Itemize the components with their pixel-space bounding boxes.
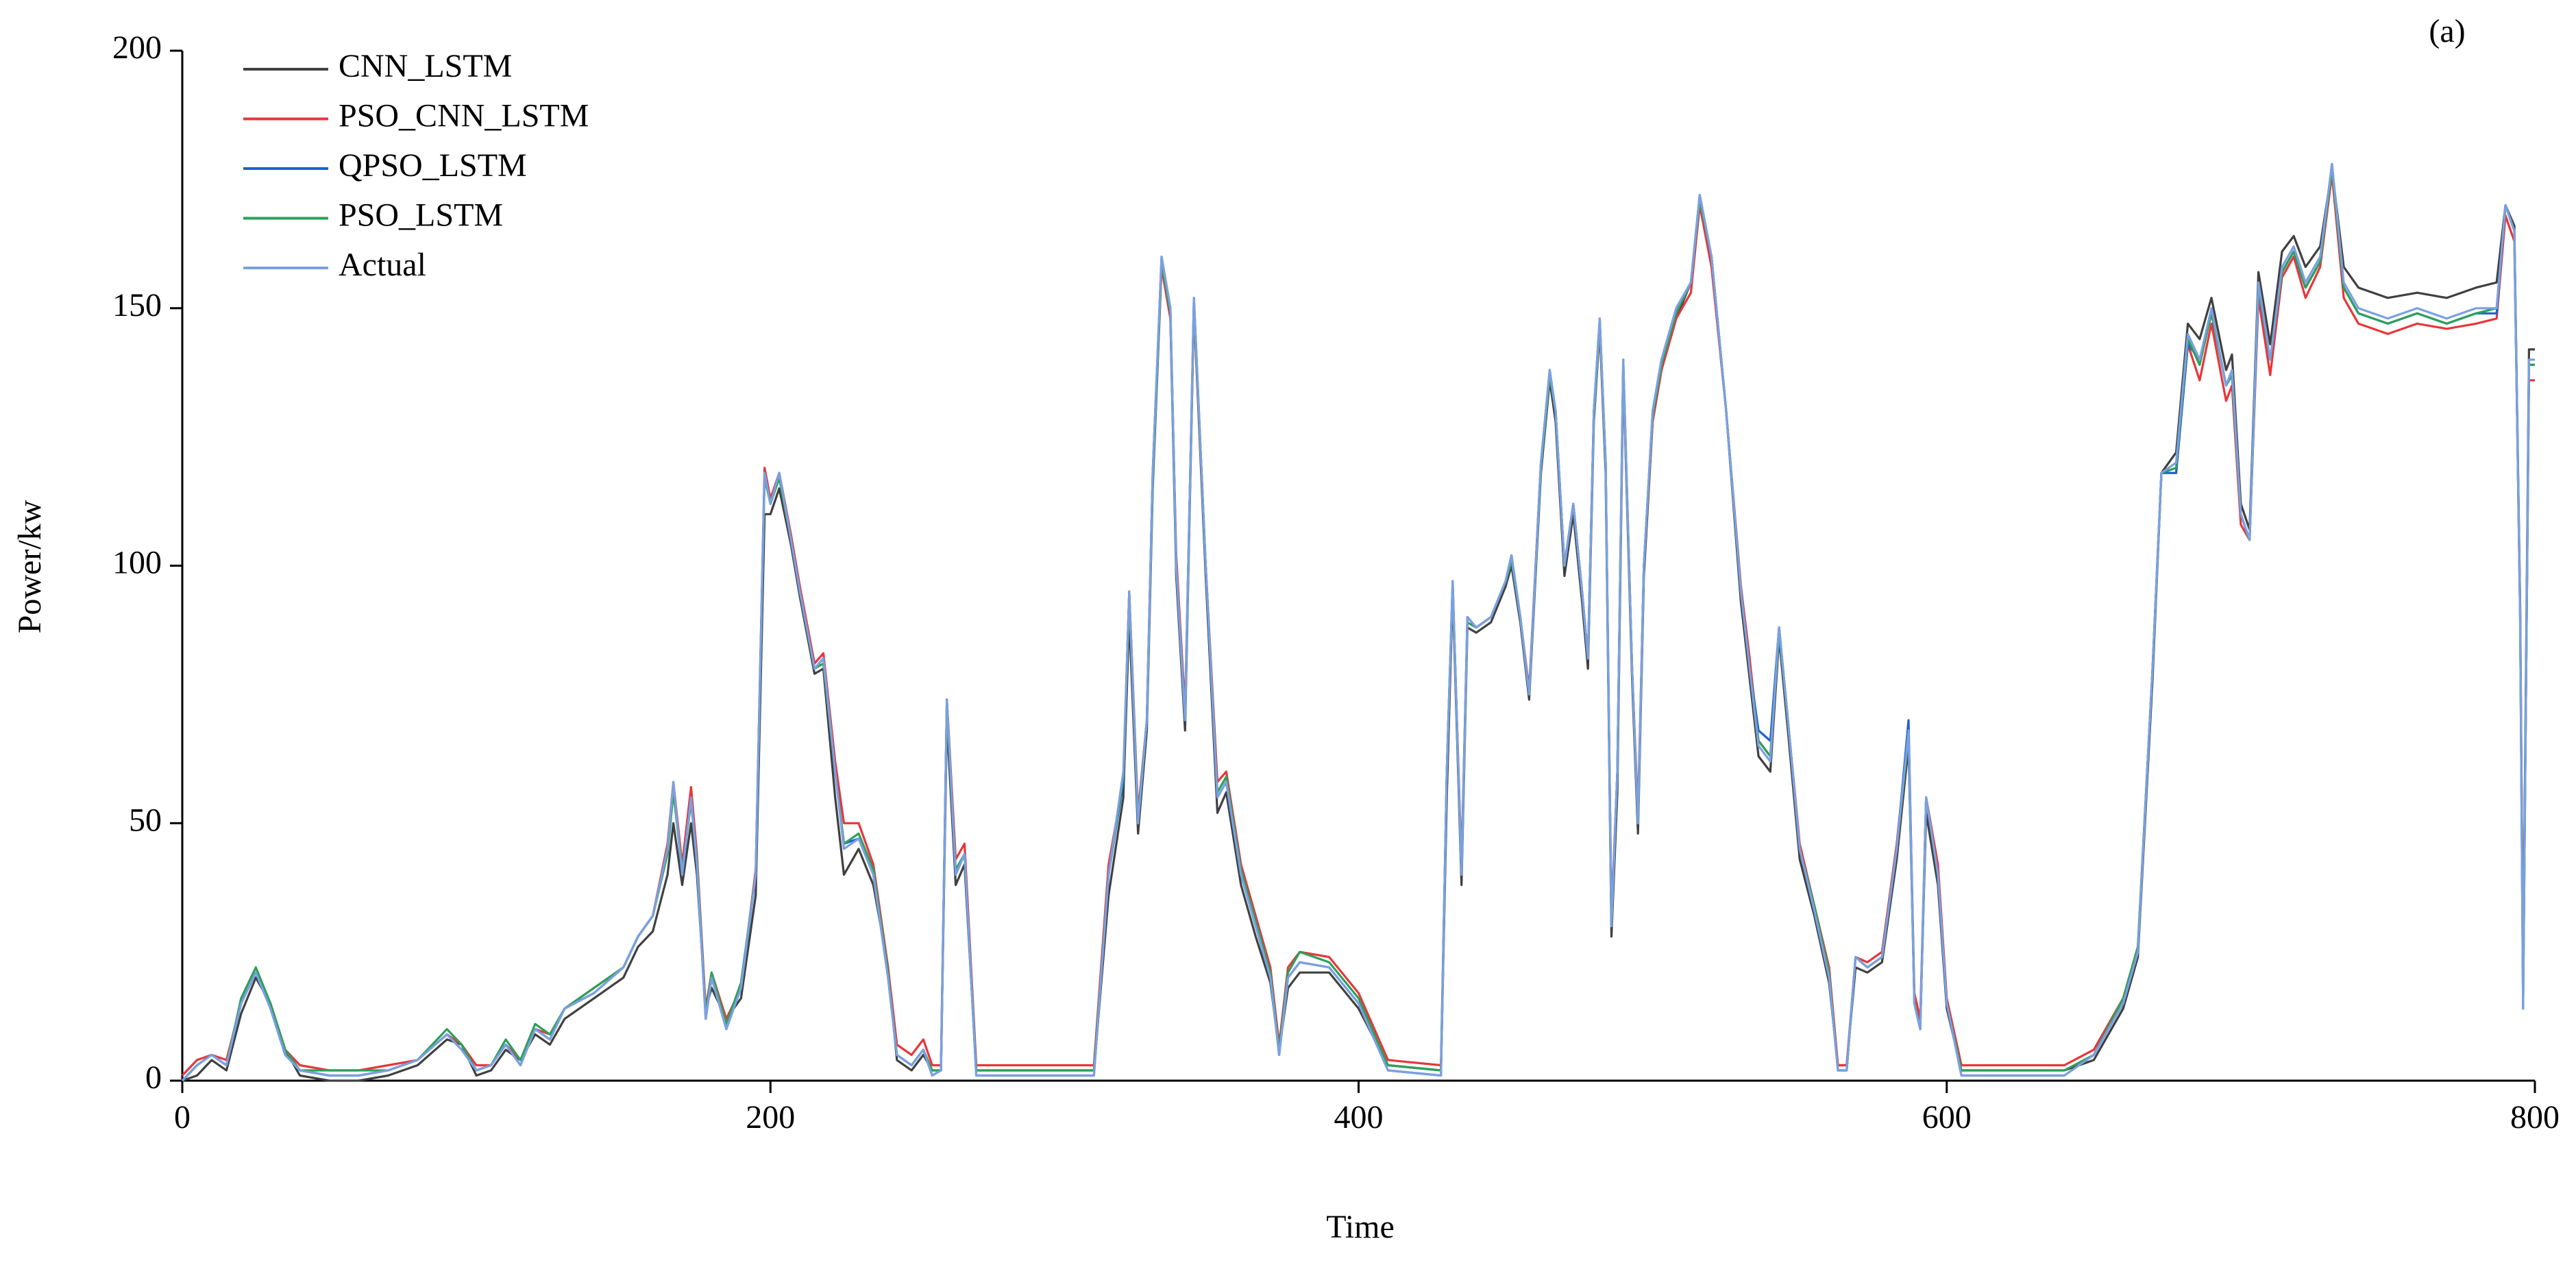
annotation: (a) bbox=[2429, 13, 2465, 49]
x-tick-label: 200 bbox=[746, 1099, 795, 1135]
x-tick-label: 0 bbox=[174, 1099, 191, 1135]
legend-label: CNN_LSTM bbox=[339, 48, 512, 84]
series-line bbox=[181, 173, 2535, 1077]
y-tick-label: 50 bbox=[129, 802, 162, 838]
y-tick-label: 0 bbox=[145, 1059, 162, 1096]
x-axis-title: Time bbox=[1326, 1209, 1395, 1245]
series-line bbox=[181, 162, 2535, 1082]
legend-label: Actual bbox=[339, 247, 426, 283]
series-line bbox=[182, 168, 2535, 1082]
x-tick-label: 800 bbox=[2510, 1099, 2560, 1135]
series-line bbox=[181, 168, 2535, 1082]
legend-label: QPSO_LSTM bbox=[339, 147, 527, 184]
x-tick-label: 400 bbox=[1334, 1099, 1384, 1135]
y-tick-label: 100 bbox=[112, 545, 162, 581]
legend-label: PSO_LSTM bbox=[339, 197, 503, 234]
series-line bbox=[181, 162, 2535, 1082]
y-tick-label: 200 bbox=[112, 29, 162, 66]
y-axis-title: Power/kw bbox=[12, 500, 48, 633]
y-tick-label: 150 bbox=[112, 287, 162, 323]
legend-label: PSO_CNN_LSTM bbox=[339, 98, 589, 134]
x-tick-label: 600 bbox=[1922, 1099, 1972, 1135]
